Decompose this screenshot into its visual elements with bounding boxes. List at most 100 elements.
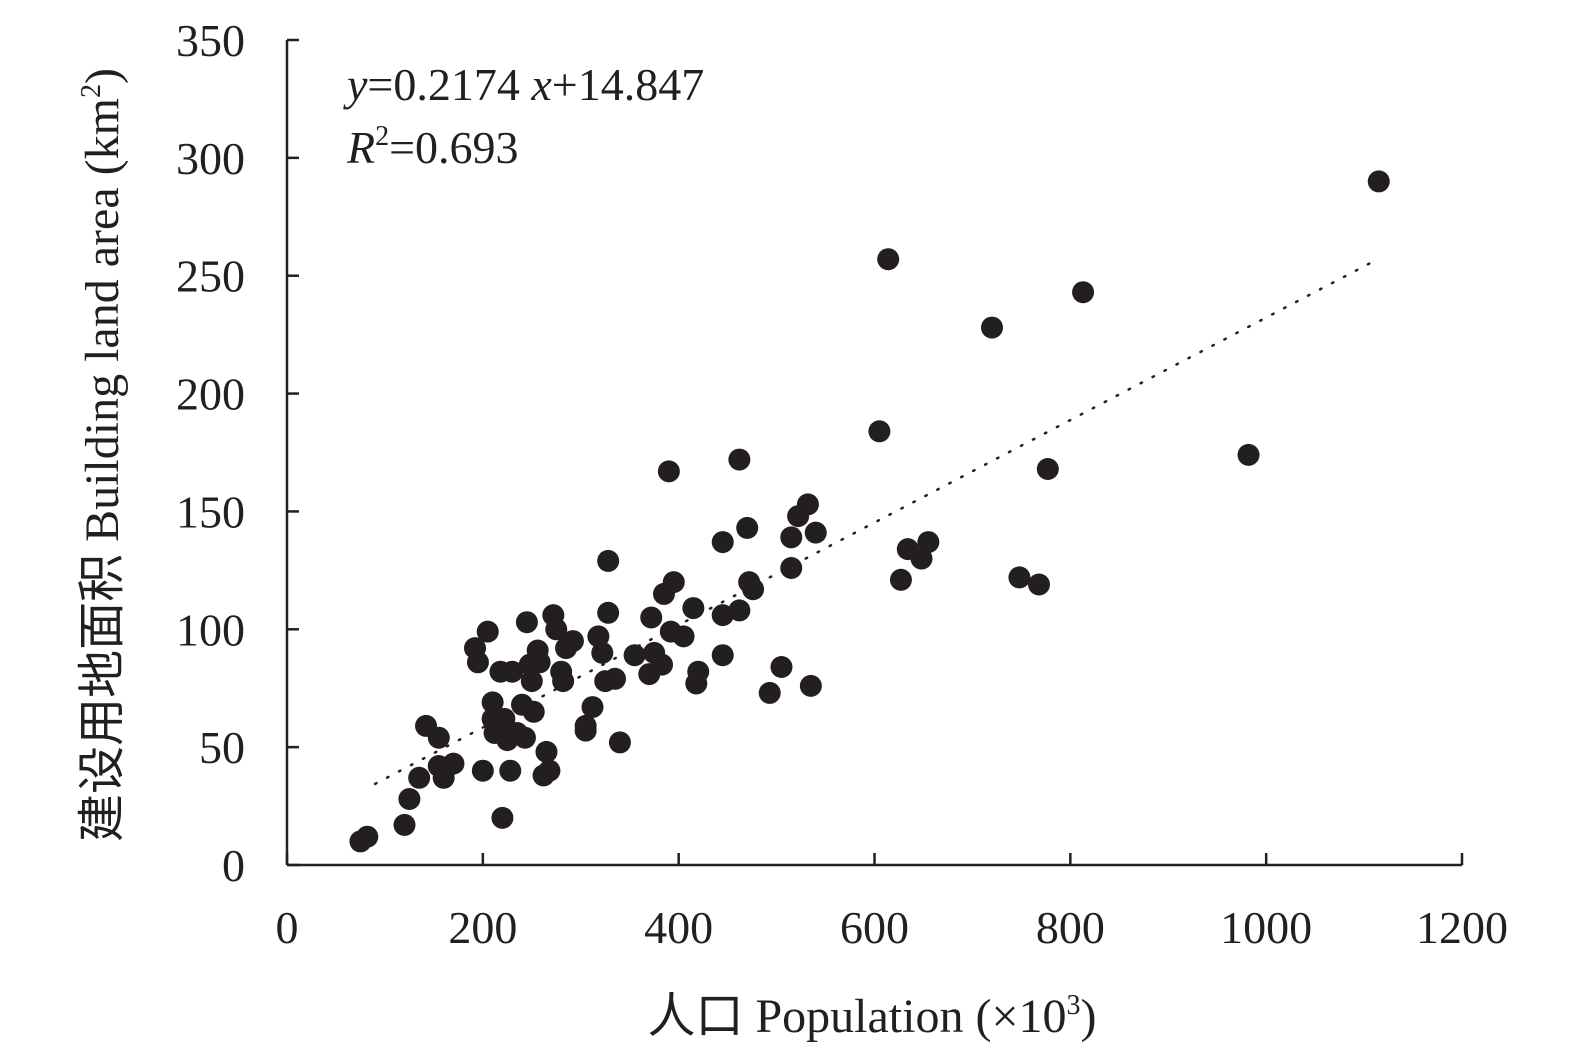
x-axis-title-main: 人口 Population (×10 <box>647 990 1066 1043</box>
data-point <box>1036 458 1059 480</box>
data-point <box>471 759 494 782</box>
data-point <box>515 611 538 634</box>
data-point <box>545 618 568 641</box>
y-tick-label: 50 <box>199 722 245 773</box>
r-letter: R <box>346 122 375 173</box>
data-point <box>736 516 759 539</box>
data-point <box>799 674 822 697</box>
y-tick-label: 100 <box>176 604 245 655</box>
y-axis-title-sup: 2 <box>76 84 107 98</box>
data-point <box>442 752 465 775</box>
regression-equation: y=0.2174 x+14.847 <box>343 59 704 110</box>
data-point <box>561 630 584 653</box>
data-point <box>1028 573 1050 596</box>
data-point <box>910 547 933 570</box>
data-point <box>528 651 551 674</box>
y-axis-title-main: 建设用地面积 Building land area (km <box>76 98 129 842</box>
data-point <box>657 460 680 483</box>
y-tick-label: 200 <box>176 369 245 420</box>
r-value: =0.693 <box>389 122 518 173</box>
eq-part2: +14.847 <box>552 59 704 110</box>
data-point <box>538 759 561 782</box>
data-point <box>466 651 489 674</box>
x-tick-label: 600 <box>840 902 909 953</box>
x-tick-label: 0 <box>276 902 299 953</box>
data-point <box>1237 443 1260 466</box>
r-sup: 2 <box>375 121 389 152</box>
x-axis-title-sup: 3 <box>1067 990 1081 1021</box>
data-point <box>728 448 751 471</box>
data-point <box>711 531 734 554</box>
data-point <box>868 420 891 443</box>
data-point <box>393 813 416 836</box>
data-point <box>780 557 803 579</box>
x-axis-title-end: ) <box>1081 990 1097 1043</box>
data-point <box>1367 170 1390 193</box>
data-point <box>711 644 734 667</box>
data-point <box>597 549 620 572</box>
data-point <box>427 726 450 749</box>
data-point <box>1008 566 1031 589</box>
data-point <box>662 571 685 594</box>
data-point <box>522 700 545 723</box>
r-squared: R2=0.693 <box>346 121 519 173</box>
data-point <box>597 601 620 624</box>
data-point <box>608 731 631 754</box>
data-point <box>651 653 674 676</box>
data-point <box>356 825 379 848</box>
data-point <box>587 625 610 648</box>
eq-y-var: y <box>343 59 368 110</box>
y-tick-label: 300 <box>176 133 245 184</box>
data-point <box>581 696 604 719</box>
x-axis-title: 人口 Population (×103) <box>647 990 1096 1043</box>
data-point <box>770 656 793 678</box>
data-point <box>1072 281 1095 304</box>
data-point <box>604 667 627 690</box>
x-tick-label: 200 <box>448 902 517 953</box>
x-tick-label: 400 <box>644 902 713 953</box>
y-axis-title: 建设用地面积 Building land area (km2) <box>76 68 129 842</box>
data-point <box>640 606 663 629</box>
data-point <box>476 620 499 643</box>
data-point <box>574 714 597 737</box>
data-point <box>804 521 827 544</box>
data-point <box>917 531 940 554</box>
data-point <box>481 691 504 714</box>
x-tick-label: 800 <box>1036 902 1105 953</box>
data-point <box>591 641 614 664</box>
data-point <box>552 670 575 693</box>
data-point <box>728 599 751 622</box>
y-ticks: 0 50 100 150 200 250 300 350 <box>176 15 299 891</box>
data-point <box>758 681 781 704</box>
y-tick-label: 250 <box>176 251 245 302</box>
x-ticks: 0 200 400 600 800 1000 1200 <box>276 853 1508 953</box>
data-point <box>499 759 522 782</box>
data-point <box>889 568 912 591</box>
data-point <box>877 248 900 271</box>
data-point <box>513 726 536 749</box>
data-point <box>981 316 1003 339</box>
y-axis-title-end: ) <box>76 68 129 84</box>
data-point <box>742 578 765 601</box>
data-point <box>491 806 514 829</box>
x-tick-label: 1000 <box>1220 902 1312 953</box>
data-point <box>408 766 431 789</box>
y-tick-label: 0 <box>222 840 245 891</box>
y-tick-label: 350 <box>176 15 245 66</box>
data-point <box>398 788 421 810</box>
data-point <box>623 644 646 667</box>
data-point <box>685 672 708 695</box>
data-point <box>682 597 705 620</box>
trendline <box>373 257 1381 786</box>
x-tick-label: 1200 <box>1416 902 1508 953</box>
data-point <box>520 670 543 693</box>
data-point <box>796 493 819 516</box>
data-point <box>501 660 524 683</box>
data-point <box>672 625 695 648</box>
eq-part1: =0.2174 <box>367 59 531 110</box>
data-point <box>711 604 734 627</box>
data-point <box>493 707 516 730</box>
eq-x-var: x <box>530 59 552 110</box>
data-point <box>535 740 558 763</box>
